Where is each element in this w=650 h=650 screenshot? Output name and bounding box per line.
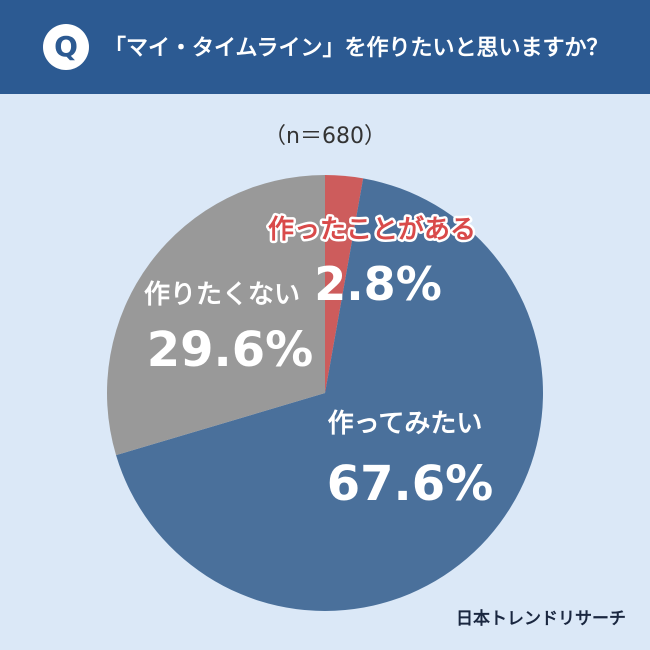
slice-label-made-before: 作ったことがある [268,214,476,245]
header-bar: Q 「マイ・タイムライン」を作りたいと思いますか？ [0,0,650,94]
slice-label-do-not-want: 作りたくない [144,280,300,310]
sample-size-note: （n＝680） [264,124,386,149]
q-badge: Q [43,24,89,70]
slice-value-do-not-want: 29.6% [147,322,314,378]
pie-slice-made-before [325,175,364,393]
slice-label-want-to-make: 作ってみたい [328,409,483,439]
brand-logo: 日本トレンドリサーチ [456,609,626,629]
pie-slice-do-not-want [107,174,325,456]
slice-value-want-to-make: 67.6% [327,456,494,512]
pie-slice-want-to-make [116,178,543,612]
slice-value-made-before: 2.8% [314,257,442,311]
question-title: 「マイ・タイムライン」を作りたいと思いますか？ [104,36,609,61]
